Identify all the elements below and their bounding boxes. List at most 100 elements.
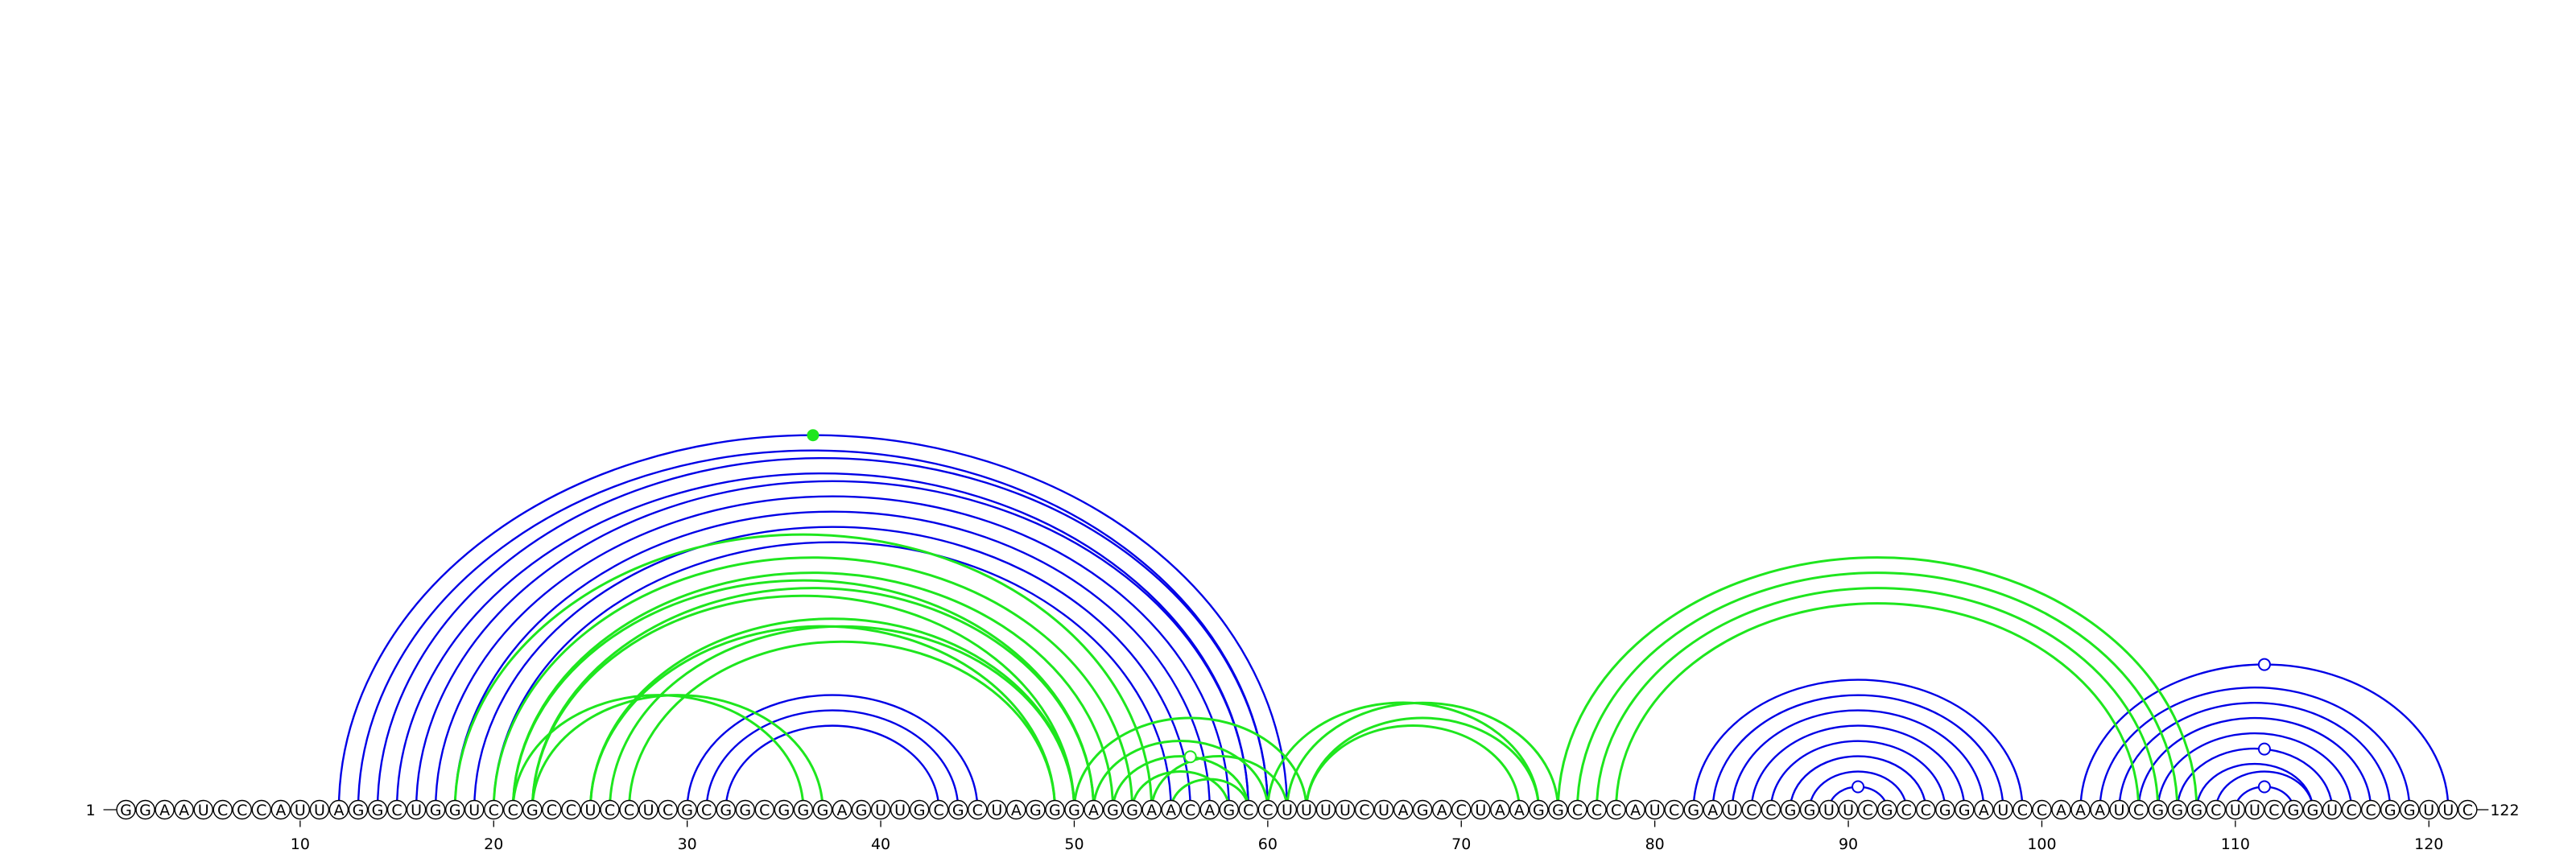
nucleotide-letter: A bbox=[1398, 802, 1409, 819]
blue-arc bbox=[724, 724, 940, 811]
nucleotide-circle bbox=[425, 799, 446, 820]
nucleotide: G bbox=[1219, 799, 1239, 820]
nucleotide: G bbox=[1935, 799, 1955, 820]
nucleotide-letter: A bbox=[1146, 802, 1157, 819]
nucleotide-circle bbox=[1955, 799, 1975, 820]
nucleotide: G bbox=[909, 799, 930, 820]
blue-arc bbox=[1731, 709, 1985, 811]
nucleotide-circle bbox=[1838, 799, 1859, 820]
blue-arc bbox=[1808, 770, 1908, 811]
nucleotide-circle bbox=[1257, 799, 1278, 820]
nucleotide: U bbox=[1315, 799, 1336, 820]
nucleotide: U bbox=[890, 799, 910, 820]
nucleotide-letter: C bbox=[508, 802, 518, 819]
nucleotide-circle bbox=[1567, 799, 1587, 820]
nucleotide-circle bbox=[1780, 799, 1801, 820]
nucleotide-letter: C bbox=[1591, 802, 1602, 819]
nucleotide-circle bbox=[696, 799, 716, 820]
nucleotide-letter: G bbox=[2171, 802, 2183, 819]
nucleotide: U bbox=[638, 799, 658, 820]
nucleotide: G bbox=[851, 799, 872, 820]
nucleotide-letter: C bbox=[2037, 802, 2047, 819]
nucleotide-letter: G bbox=[1533, 802, 1545, 819]
green-arc bbox=[453, 533, 1154, 811]
tick-label: 60 bbox=[1258, 835, 1278, 853]
nucleotide: C bbox=[2341, 799, 2362, 820]
nucleotide-circle bbox=[2360, 799, 2381, 820]
nucleotide-letter: C bbox=[2268, 802, 2279, 819]
nucleotide: C bbox=[1567, 799, 1587, 820]
arc-marker bbox=[807, 429, 819, 442]
nucleotide-circle bbox=[386, 799, 407, 820]
nucleotide: C bbox=[503, 799, 523, 820]
nucleotide: U bbox=[1335, 799, 1356, 820]
nucleotide-letter: U bbox=[1340, 802, 1351, 819]
nucleotide: C bbox=[1354, 799, 1375, 820]
nucleotide: A bbox=[1141, 799, 1162, 820]
nucleotide-letter: G bbox=[1126, 802, 1138, 819]
nucleotide-circle bbox=[2302, 799, 2323, 820]
nucleotide-letter: U bbox=[1320, 802, 1331, 819]
nucleotide-circle bbox=[174, 799, 194, 820]
nucleotide-circle bbox=[193, 799, 213, 820]
nucleotide-letter: G bbox=[798, 802, 810, 819]
nucleotide-circle bbox=[2341, 799, 2362, 820]
arc-markers bbox=[807, 429, 2271, 794]
nucleotide: U bbox=[464, 799, 485, 820]
nucleotide-circle bbox=[1683, 799, 1703, 820]
nucleotide-circle bbox=[2244, 799, 2265, 820]
nucleotide-letter: C bbox=[2462, 802, 2473, 819]
nucleotide-circle bbox=[116, 799, 136, 820]
blue-arc bbox=[473, 526, 1191, 811]
nucleotide-circle bbox=[909, 799, 930, 820]
nucleotide-circle bbox=[2186, 799, 2207, 820]
nucleotide-letter: C bbox=[2017, 802, 2028, 819]
nucleotide: U bbox=[2109, 799, 2129, 820]
nucleotide: G bbox=[1780, 799, 1801, 820]
nucleotide: C bbox=[2360, 799, 2381, 820]
nucleotide: U bbox=[1645, 799, 1665, 820]
nucleotide-letter: G bbox=[2384, 802, 2396, 819]
nucleotide: G bbox=[1064, 799, 1084, 820]
nucleotide-circle bbox=[890, 799, 910, 820]
nucleotide-circle bbox=[2225, 799, 2246, 820]
nucleotide: U bbox=[2438, 799, 2458, 820]
nucleotide-letter: C bbox=[1185, 802, 1195, 819]
nucleotide-circle bbox=[987, 799, 1007, 820]
nucleotide-circle bbox=[2400, 799, 2420, 820]
nucleotide: G bbox=[1548, 799, 1568, 820]
nucleotide-circle bbox=[348, 799, 369, 820]
nucleotide-letter: U bbox=[411, 802, 422, 819]
nucleotide-circle bbox=[1277, 799, 1298, 820]
nucleotide-letter: G bbox=[1959, 802, 1971, 819]
nucleotide-letter: C bbox=[1611, 802, 1621, 819]
nucleotide-letter: G bbox=[372, 802, 384, 819]
nucleotide-letter: C bbox=[934, 802, 944, 819]
nucleotide: A bbox=[1625, 799, 1645, 820]
nucleotide-letter: G bbox=[914, 802, 926, 819]
nucleotide-letter: A bbox=[1630, 802, 1641, 819]
nucleotide: C bbox=[1238, 799, 1259, 820]
nucleotide-circle bbox=[155, 799, 175, 820]
nucleotide-circle bbox=[2109, 799, 2129, 820]
nucleotide-letter: C bbox=[624, 802, 634, 819]
nucleotide-letter: G bbox=[856, 802, 868, 819]
nucleotide-letter: G bbox=[1049, 802, 1061, 819]
nucleotide-letter: G bbox=[739, 802, 751, 819]
sequence-backbone: 1 122 bbox=[86, 802, 2520, 819]
nucleotide-letter: G bbox=[2404, 802, 2416, 819]
nucleotide-letter: G bbox=[1107, 802, 1119, 819]
nucleotide-circle bbox=[1103, 799, 1123, 820]
green-arcs bbox=[453, 533, 2198, 811]
nucleotide-letter: C bbox=[972, 802, 983, 819]
nucleotide-circle bbox=[2167, 799, 2187, 820]
nucleotide: G bbox=[425, 799, 446, 820]
sequence-end-label: 122 bbox=[2490, 802, 2519, 819]
nucleotide-circle bbox=[1761, 799, 1781, 820]
nucleotide: C bbox=[928, 799, 949, 820]
nucleotide: G bbox=[793, 799, 814, 820]
nucleotide-circle bbox=[1548, 799, 1568, 820]
blue-arc bbox=[1692, 679, 2024, 811]
nucleotide-letter: G bbox=[353, 802, 365, 819]
nucleotide: G bbox=[444, 799, 465, 820]
